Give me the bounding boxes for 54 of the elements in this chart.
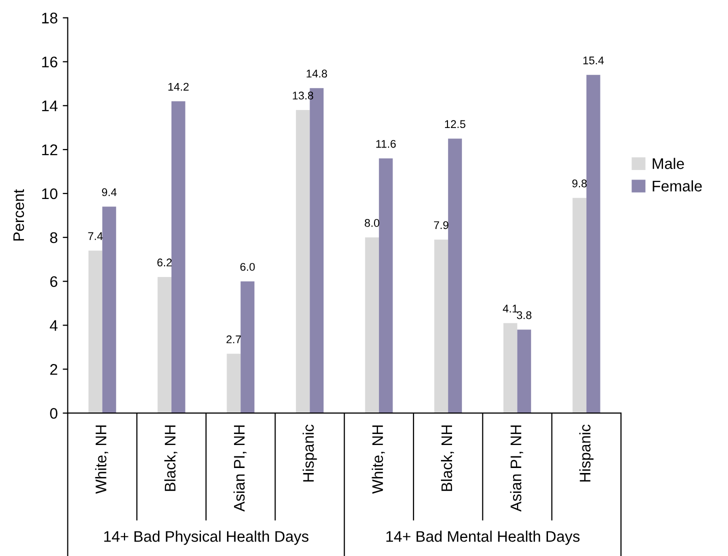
data-label: 8.0: [364, 219, 380, 227]
data-label: 15.4: [583, 56, 604, 64]
x-tick-label: Hispanic: [302, 424, 317, 482]
bar: [503, 323, 518, 414]
bar: [365, 237, 379, 414]
text: 14+ Bad Physical Health Days: [104, 530, 308, 545]
y-tick-label: 6: [50, 276, 58, 288]
data-label: 14.8: [306, 70, 328, 78]
bar: [102, 206, 116, 414]
bar: [517, 330, 532, 414]
bar: [158, 276, 172, 414]
data-label: 11.6: [376, 140, 396, 148]
bar: [448, 138, 462, 414]
y-tick-label: 8: [50, 232, 58, 244]
bar: [88, 250, 102, 414]
y-tick-label: 10: [42, 188, 58, 200]
data-label: 7.4: [88, 232, 103, 240]
data-label: 13.8: [292, 92, 314, 100]
data-label: 4.1: [502, 304, 518, 312]
legend-label: Male: [652, 158, 684, 170]
data-label: 9.8: [572, 179, 587, 188]
y-tick-label: 16: [42, 56, 58, 68]
data-label: 2.7: [226, 335, 241, 344]
bar: [240, 281, 254, 414]
y-tick-label: 18: [42, 12, 58, 24]
y-tick-label: 0: [50, 408, 58, 419]
data-label: 12.5: [445, 120, 466, 128]
data-label: 6.0: [240, 262, 255, 271]
y-tick-label: 2: [50, 364, 58, 375]
data-label: 14.2: [168, 82, 189, 91]
data-label: 7.9: [434, 221, 448, 230]
bar: [171, 101, 186, 414]
bar: [226, 354, 241, 414]
legend-label: Female: [652, 180, 702, 192]
x-tick-label: Asian PI, NH: [510, 425, 524, 512]
text: 14+ Bad Mental Health Days: [386, 530, 580, 545]
data-label: 6.2: [157, 258, 172, 266]
x-tick-label: Black, NH: [440, 425, 454, 491]
bar: [378, 158, 393, 414]
x-tick-label: Hispanic: [579, 424, 594, 482]
x-tick-label: White, NH: [372, 425, 385, 494]
x-tick-label: Black, NH: [164, 425, 178, 491]
x-tick-label: White, NH: [95, 425, 108, 494]
y-tick-label: 14: [42, 100, 58, 112]
y-tick-label: 4: [50, 320, 58, 331]
bar: [296, 110, 310, 414]
bar: [586, 74, 600, 414]
y-axis-title: Percent: [13, 189, 24, 241]
data-label: 9.4: [102, 188, 117, 196]
y-tick-label: 12: [42, 144, 58, 156]
bar: [434, 240, 448, 414]
bar: [572, 198, 586, 414]
x-tick-label: Asian PI, NH: [233, 425, 247, 512]
data-label: 3.8: [516, 311, 532, 320]
